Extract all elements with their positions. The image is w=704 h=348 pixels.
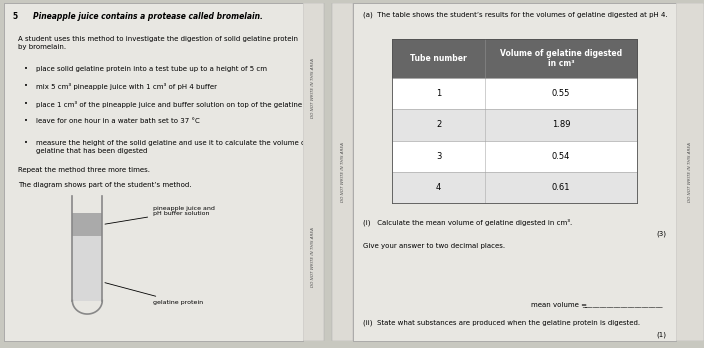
- Text: •: •: [25, 66, 28, 72]
- Text: Volume of gelatine digested
in cm³: Volume of gelatine digested in cm³: [500, 49, 622, 68]
- Text: 0.55: 0.55: [552, 89, 570, 98]
- Text: 2: 2: [436, 120, 441, 129]
- FancyBboxPatch shape: [676, 3, 704, 341]
- Text: _______________________: _______________________: [582, 302, 663, 308]
- Text: pineapple juice and
pH buffer solution: pineapple juice and pH buffer solution: [105, 206, 215, 224]
- Text: A student uses this method to investigate the digestion of solid gelatine protei: A student uses this method to investigat…: [18, 35, 298, 49]
- Text: Pineapple juice contains a protease called bromelain.: Pineapple juice contains a protease call…: [34, 12, 263, 21]
- Text: The diagram shows part of the student’s method.: The diagram shows part of the student’s …: [18, 182, 192, 188]
- FancyBboxPatch shape: [392, 172, 637, 203]
- FancyBboxPatch shape: [303, 3, 324, 341]
- Text: Tube number: Tube number: [410, 54, 467, 63]
- Text: 1.89: 1.89: [552, 120, 570, 129]
- Text: •: •: [25, 83, 28, 89]
- Text: 1: 1: [436, 89, 441, 98]
- FancyBboxPatch shape: [332, 3, 353, 341]
- Polygon shape: [73, 236, 102, 301]
- Text: Give your answer to two decimal places.: Give your answer to two decimal places.: [363, 243, 505, 249]
- Text: mix 5 cm³ pineapple juice with 1 cm³ of pH 4 buffer: mix 5 cm³ pineapple juice with 1 cm³ of …: [37, 83, 218, 90]
- Text: (a)  The table shows the student’s results for the volumes of gelatine digested : (a) The table shows the student’s result…: [363, 12, 667, 18]
- Text: DO NOT WRITE IN THIS AREA: DO NOT WRITE IN THIS AREA: [311, 227, 315, 287]
- Text: (1): (1): [656, 332, 666, 338]
- Text: (i)   Calculate the mean volume of gelatine digested in cm³.: (i) Calculate the mean volume of gelatin…: [363, 219, 572, 226]
- Text: 3: 3: [436, 152, 441, 161]
- Text: Repeat the method three more times.: Repeat the method three more times.: [18, 167, 151, 173]
- Text: leave for one hour in a water bath set to 37 °C: leave for one hour in a water bath set t…: [37, 118, 200, 124]
- Text: •: •: [25, 140, 28, 146]
- FancyBboxPatch shape: [353, 3, 676, 341]
- Text: DO NOT WRITE IN THIS AREA: DO NOT WRITE IN THIS AREA: [688, 142, 692, 202]
- FancyBboxPatch shape: [392, 109, 637, 141]
- Text: 5: 5: [13, 12, 18, 21]
- Text: place 1 cm³ of the pineapple juice and buffer solution on top of the gelatine: place 1 cm³ of the pineapple juice and b…: [37, 101, 303, 108]
- Polygon shape: [73, 213, 102, 236]
- Text: 0.54: 0.54: [552, 152, 570, 161]
- Text: DO NOT WRITE IN THIS AREA: DO NOT WRITE IN THIS AREA: [341, 142, 345, 202]
- FancyBboxPatch shape: [392, 141, 637, 172]
- Text: (3): (3): [656, 230, 666, 237]
- Text: mean volume =: mean volume =: [531, 302, 589, 308]
- Text: 0.61: 0.61: [552, 183, 570, 192]
- Text: measure the height of the solid gelatine and use it to calculate the volume of
g: measure the height of the solid gelatine…: [37, 140, 308, 154]
- FancyBboxPatch shape: [392, 39, 637, 78]
- Text: place solid gelatine protein into a test tube up to a height of 5 cm: place solid gelatine protein into a test…: [37, 66, 268, 72]
- Text: •: •: [25, 101, 28, 108]
- Text: DO NOT WRITE IN THIS AREA: DO NOT WRITE IN THIS AREA: [311, 58, 315, 118]
- Text: (ii)  State what substances are produced when the gelatine protein is digested.: (ii) State what substances are produced …: [363, 319, 640, 326]
- FancyBboxPatch shape: [392, 78, 637, 109]
- FancyBboxPatch shape: [4, 3, 303, 341]
- Text: •: •: [25, 118, 28, 124]
- Text: 4: 4: [436, 183, 441, 192]
- Text: gelatine protein: gelatine protein: [105, 283, 203, 305]
